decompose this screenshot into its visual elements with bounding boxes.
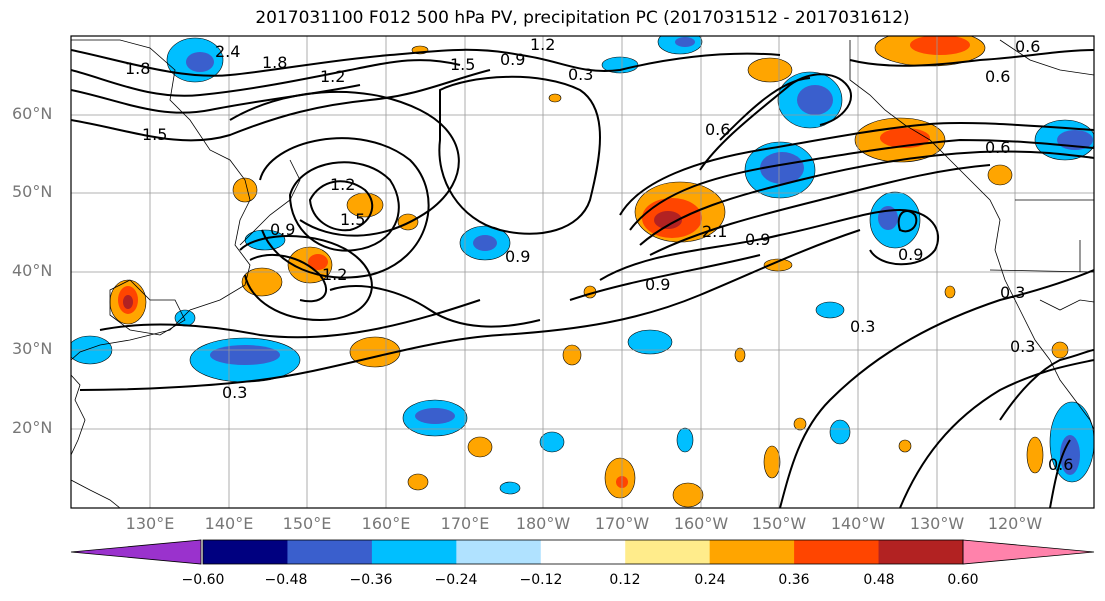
colorbar-tick-label: 0.24 bbox=[694, 572, 726, 588]
colorbar-arrow-right bbox=[962, 539, 1095, 565]
colorbar-tick-label: −0.36 bbox=[349, 572, 393, 588]
colorbar-tick-label: −0.24 bbox=[434, 572, 478, 588]
contour-label: 0.3 bbox=[850, 317, 875, 336]
colorbar-tick-label: 0.12 bbox=[609, 572, 641, 588]
contour-label: 1.8 bbox=[125, 59, 150, 78]
lat-label-40n: 40°N bbox=[12, 261, 53, 280]
lon-label-140e: 140°E bbox=[204, 514, 254, 533]
lon-label-170w: 170°W bbox=[594, 514, 650, 533]
colorbar-segment bbox=[203, 540, 288, 564]
contour-label: 2.4 bbox=[215, 42, 240, 61]
contour-label: 1.2 bbox=[330, 175, 355, 194]
chart-title: 2017031100 F012 500 hPa PV, precipitatio… bbox=[255, 8, 910, 28]
lat-label-30n: 30°N bbox=[12, 339, 53, 358]
contour-label: 1.5 bbox=[142, 125, 167, 144]
colorbar bbox=[70, 539, 1095, 565]
map-frame bbox=[70, 35, 1095, 509]
lon-label-130e: 130°E bbox=[125, 514, 175, 533]
precipitation-shading bbox=[71, 36, 1094, 508]
colorbar-tick-label: −0.12 bbox=[519, 572, 563, 588]
colorbar-segment bbox=[540, 540, 626, 564]
contour-label: 0.3 bbox=[222, 383, 247, 402]
contour-label: 0.6 bbox=[1048, 455, 1073, 474]
contour-label: 0.3 bbox=[568, 65, 593, 84]
contour-label: 0.6 bbox=[985, 67, 1010, 86]
colorbar-segment bbox=[878, 540, 964, 564]
lon-label-180w: 180°W bbox=[515, 514, 571, 533]
contour-label: 0.9 bbox=[745, 230, 770, 249]
lon-label-130w: 130°W bbox=[909, 514, 965, 533]
colorbar-arrow-left bbox=[70, 539, 202, 565]
colorbar-segment bbox=[709, 540, 795, 564]
lon-label-160e: 160°E bbox=[361, 514, 411, 533]
contour-label: 0.9 bbox=[898, 245, 923, 264]
lon-label-150e: 150°E bbox=[282, 514, 332, 533]
colorbar-tick-label: 0.48 bbox=[863, 572, 895, 588]
colorbar-segment bbox=[794, 540, 880, 564]
contour-labels: 1.8 2.4 1.8 1.2 1.5 0.9 1.2 0.3 1.5 0.6 … bbox=[125, 35, 1073, 474]
lat-label-50n: 50°N bbox=[12, 182, 53, 201]
contour-label: 0.6 bbox=[705, 120, 730, 139]
contour-label: 1.5 bbox=[450, 55, 475, 74]
contour-label: 0.9 bbox=[500, 50, 525, 69]
lon-label-170e: 170°E bbox=[440, 514, 490, 533]
contour-label: 0.9 bbox=[645, 275, 670, 294]
colorbar-segment bbox=[456, 540, 542, 564]
lon-label-120w: 120°W bbox=[987, 514, 1043, 533]
colorbar-tick-label: −0.60 bbox=[181, 572, 225, 588]
coastlines bbox=[71, 39, 1094, 508]
colorbar-outline bbox=[202, 539, 964, 565]
lon-label-160w: 160°W bbox=[673, 514, 729, 533]
contour-label: 2.1 bbox=[702, 222, 727, 241]
pv-contours bbox=[71, 48, 1094, 508]
colorbar-tick-label: −0.48 bbox=[264, 572, 308, 588]
map-gridlines bbox=[71, 36, 1094, 508]
lon-label-140w: 140°W bbox=[830, 514, 886, 533]
contour-label: 1.2 bbox=[530, 35, 555, 54]
contour-label: 0.6 bbox=[1015, 37, 1040, 56]
contour-label: 0.3 bbox=[1010, 337, 1035, 356]
lat-label-60n: 60°N bbox=[12, 104, 53, 123]
contour-label: 0.9 bbox=[505, 247, 530, 266]
contour-label: 0.6 bbox=[985, 138, 1010, 157]
contour-label: 1.2 bbox=[320, 67, 345, 86]
lon-label-150w: 150°W bbox=[751, 514, 807, 533]
contour-label: 0.9 bbox=[270, 220, 295, 239]
colorbar-segment bbox=[625, 540, 711, 564]
colorbar-tick-label: 0.60 bbox=[947, 572, 979, 588]
colorbar-tick-label: 0.36 bbox=[778, 572, 810, 588]
lat-label-20n: 20°N bbox=[12, 418, 53, 437]
contour-label: 1.2 bbox=[322, 265, 347, 284]
contour-label: 0.3 bbox=[1000, 283, 1025, 302]
contour-label: 1.8 bbox=[262, 53, 287, 72]
contour-label: 1.5 bbox=[340, 210, 365, 229]
colorbar-segment bbox=[371, 540, 457, 564]
colorbar-segment bbox=[287, 540, 373, 564]
